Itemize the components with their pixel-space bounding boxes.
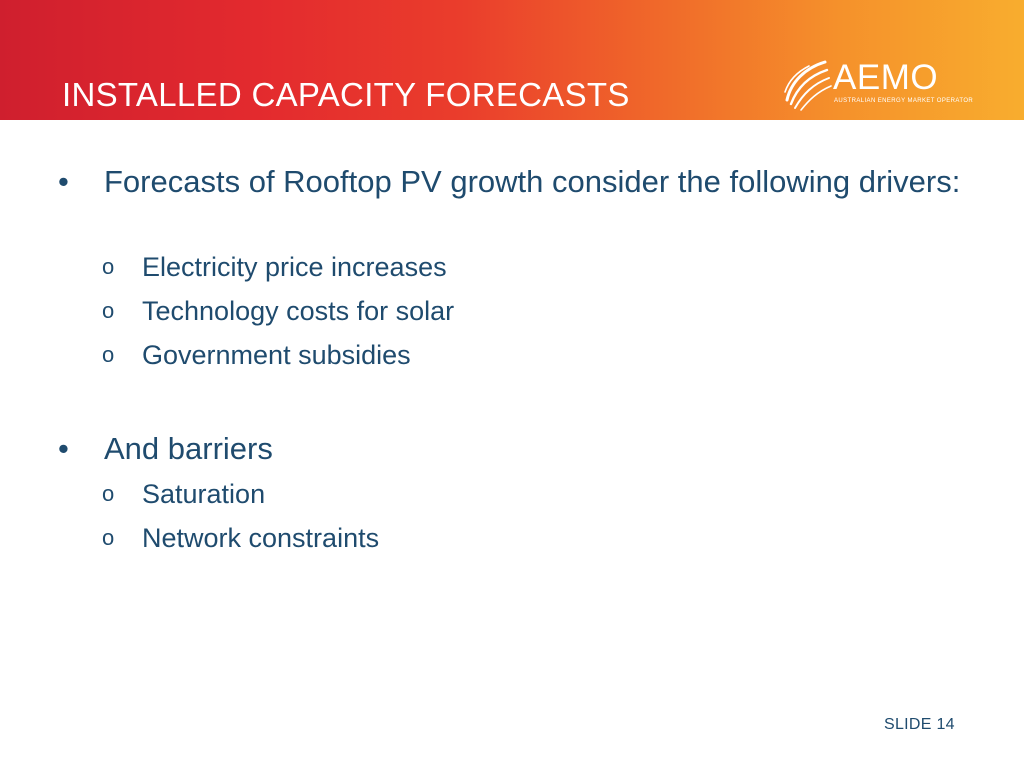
sub-bullet-marker: o: [102, 481, 115, 506]
bullet-barriers: And barriers: [104, 431, 273, 466]
aemo-logo: AEMO AUSTRALIAN ENERGY MARKET OPERATOR: [781, 56, 973, 112]
bullet-marker: •: [58, 431, 69, 466]
sub-bullet-marker: o: [102, 298, 115, 323]
logo-subtext: AUSTRALIAN ENERGY MARKET OPERATOR: [834, 98, 974, 104]
bullet-marker: •: [58, 164, 69, 199]
sub-bullet-marker: o: [102, 525, 115, 550]
sub-bullet-marker: o: [102, 342, 115, 367]
sub-bullet-marker: o: [102, 254, 115, 279]
list-item-network-constraints: Network constraints: [142, 523, 380, 553]
aemo-swoosh-icon: [784, 60, 832, 111]
list-item-government-subsidies: Government subsidies: [142, 340, 411, 370]
bullet-drivers: Forecasts of Rooftop PV growth consider …: [104, 164, 961, 199]
list-item-electricity-price: Electricity price increases: [142, 252, 447, 282]
list-item-technology-costs: Technology costs for solar: [142, 296, 455, 326]
logo-wordmark: AEMO: [833, 58, 939, 97]
slide-number: SLIDE 14: [884, 716, 955, 733]
list-item-saturation: Saturation: [142, 479, 266, 509]
header-banner: INSTALLED CAPACITY FORECASTS AEMO AUSTRA…: [0, 0, 1024, 120]
slide-title: INSTALLED CAPACITY FORECASTS: [62, 76, 630, 113]
